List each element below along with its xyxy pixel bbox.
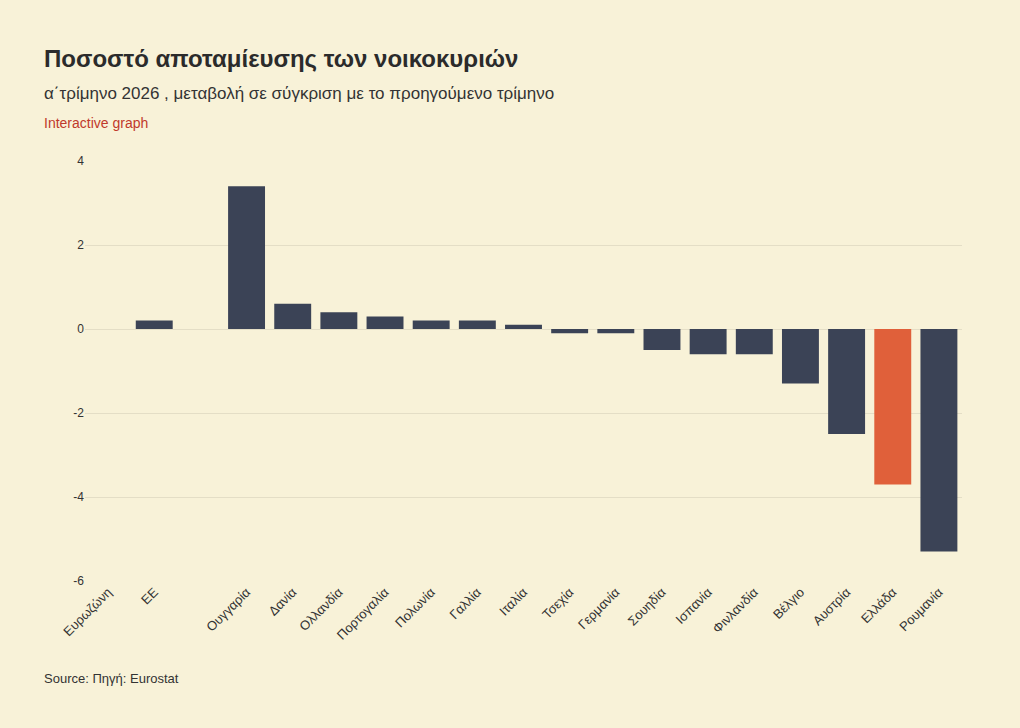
svg-text:Πολωνία: Πολωνία	[392, 584, 438, 630]
svg-text:Γερμανία: Γερμανία	[575, 584, 623, 632]
svg-text:0: 0	[77, 322, 84, 336]
svg-text:Ελλάδα: Ελλάδα	[858, 584, 900, 626]
svg-text:α΄τρίμηνο 2026 , μεταβολή σε σ: α΄τρίμηνο 2026 , μεταβολή σε σύγκριση με…	[44, 84, 554, 103]
svg-text:Δανία: Δανία	[265, 584, 299, 618]
svg-text:Σουηδία: Σουηδία	[625, 584, 669, 628]
svg-text:ΕΕ: ΕΕ	[138, 584, 161, 607]
svg-text:Βέλγιο: Βέλγιο	[770, 585, 807, 622]
svg-text:-4: -4	[73, 490, 84, 504]
svg-text:Ισπανία: Ισπανία	[673, 584, 716, 627]
svg-text:Φινλανδία: Φινλανδία	[710, 584, 762, 636]
svg-text:Ολλανδία: Ολλανδία	[296, 584, 346, 634]
svg-text:Ουγγαρία: Ουγγαρία	[203, 584, 253, 634]
svg-text:Ρουμανία: Ρουμανία	[896, 584, 946, 634]
svg-text:-6: -6	[73, 574, 84, 588]
svg-text:Ιταλία: Ιταλία	[496, 584, 530, 618]
svg-text:Γαλλία: Γαλλία	[447, 584, 485, 622]
svg-text:4: 4	[77, 154, 84, 168]
svg-text:2: 2	[77, 238, 84, 252]
svg-text:Αυστρία: Αυστρία	[810, 584, 854, 628]
svg-text:-2: -2	[73, 406, 84, 420]
svg-text:Source: Πηγή: Eurostat: Source: Πηγή: Eurostat	[44, 671, 179, 686]
svg-text:Πορτογαλία: Πορτογαλία	[334, 584, 392, 642]
svg-text:Ποσοστό αποταμίευσης των νοικο: Ποσοστό αποταμίευσης των νοικοκυριών	[44, 45, 518, 72]
svg-text:Τσεχία: Τσεχία	[539, 584, 577, 622]
svg-text:Ευρωζώνη: Ευρωζώνη	[60, 585, 115, 640]
svg-text:Interactive graph: Interactive graph	[44, 115, 148, 131]
